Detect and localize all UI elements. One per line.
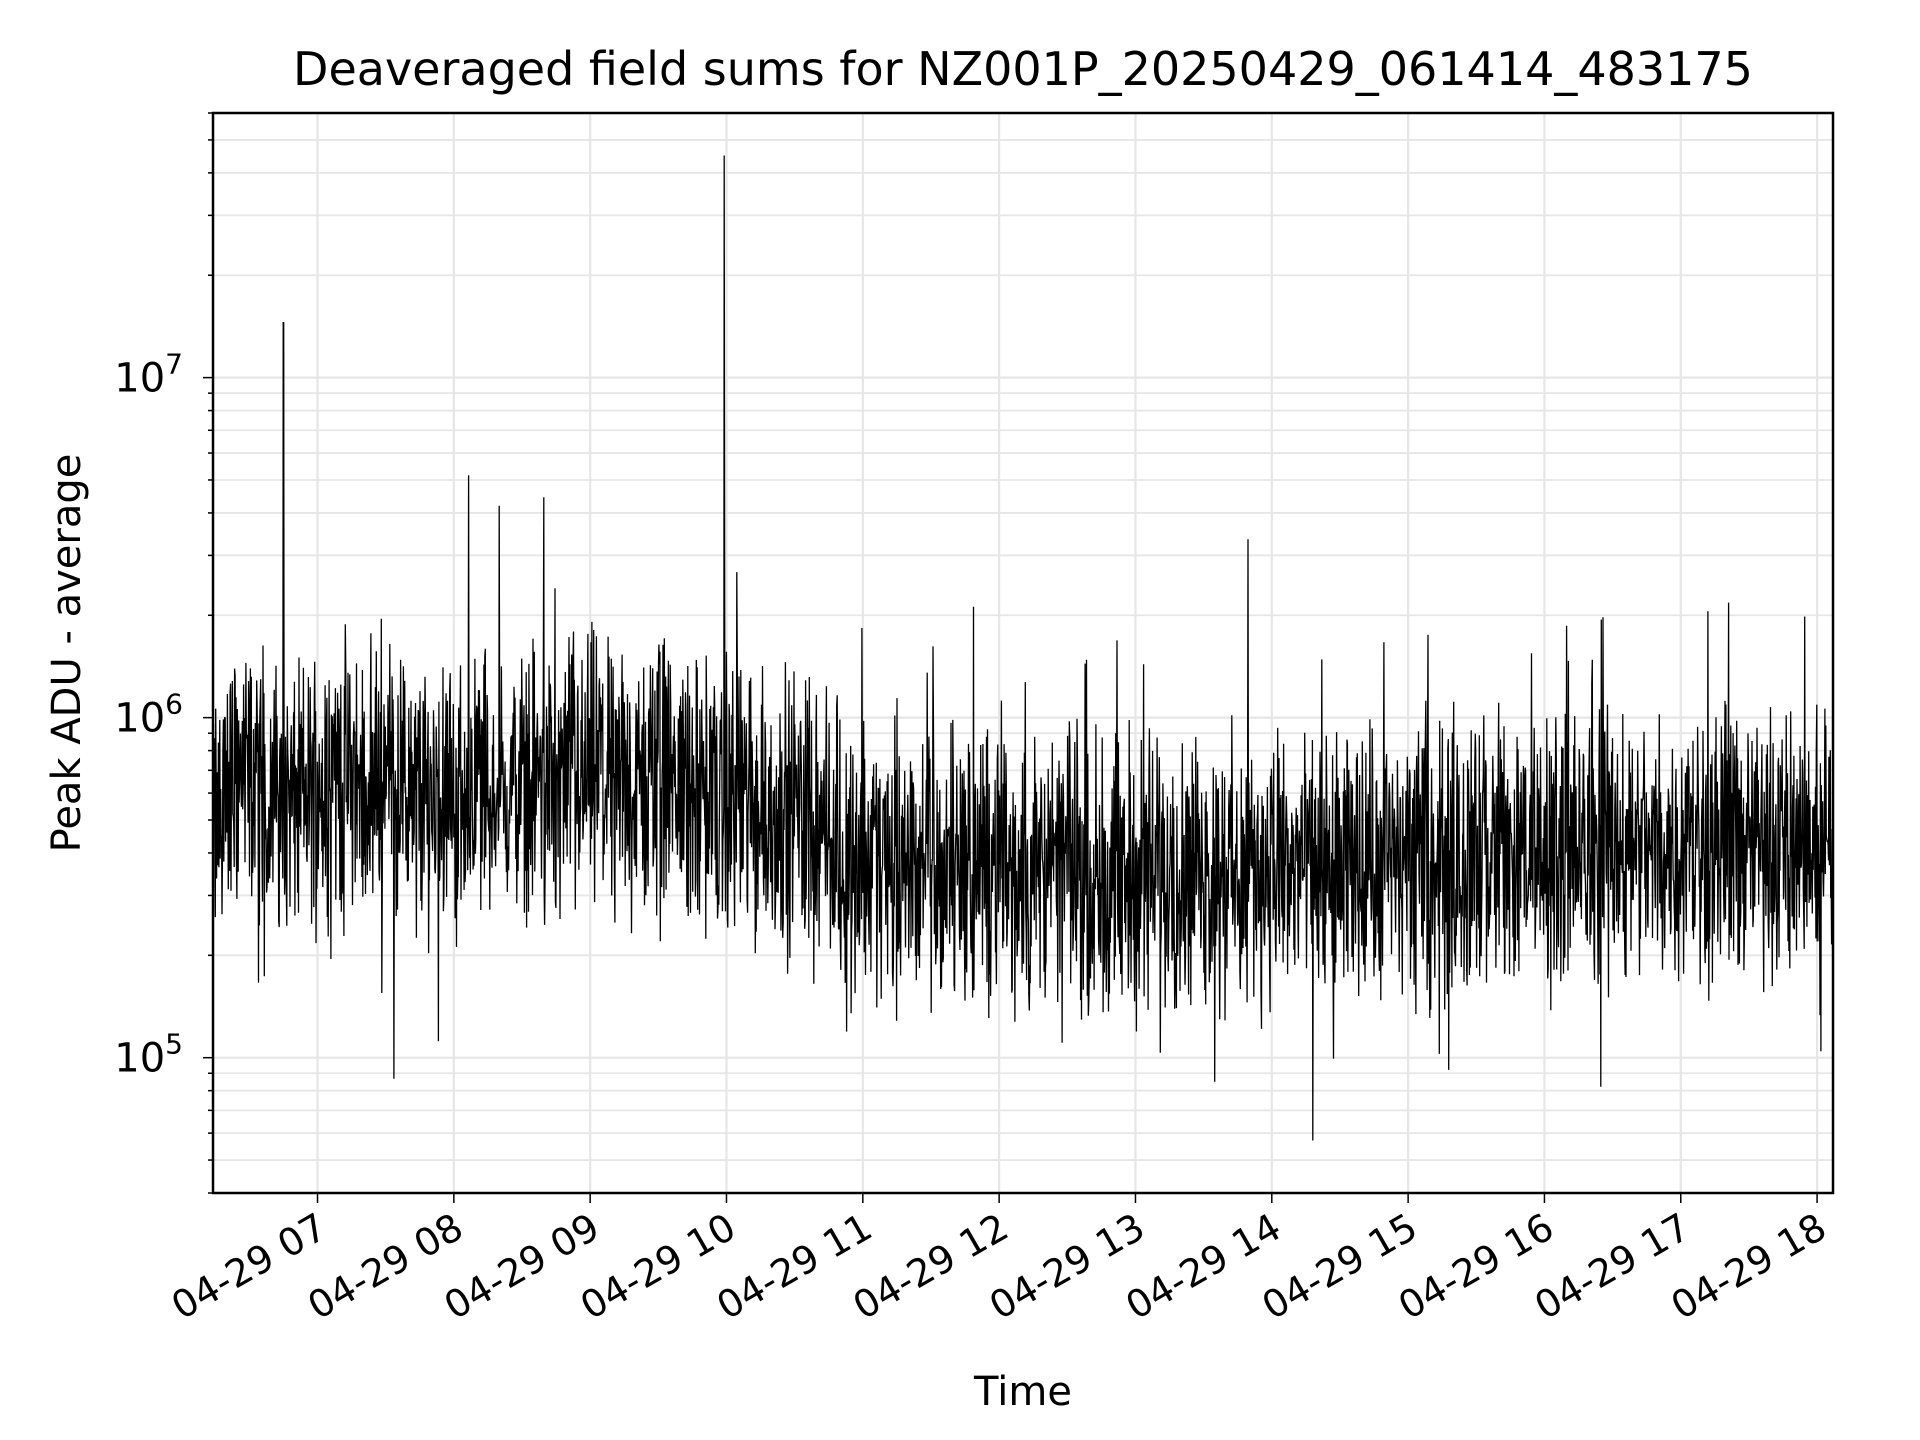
y-tick-label: 105 xyxy=(114,1028,183,1082)
y-tick-label: 107 xyxy=(114,348,183,402)
series-path xyxy=(212,155,1834,1141)
y-tick-label: 106 xyxy=(114,688,183,742)
chart-title: Deaveraged field sums for NZ001P_2025042… xyxy=(293,42,1753,96)
y-axis-ticks: 105 106 107 xyxy=(114,112,213,1194)
series-line xyxy=(212,155,1834,1141)
y-axis-label: Peak ADU - average xyxy=(44,454,90,853)
plot-frame xyxy=(211,111,1835,1195)
x-axis-label: Time xyxy=(973,1369,1072,1415)
